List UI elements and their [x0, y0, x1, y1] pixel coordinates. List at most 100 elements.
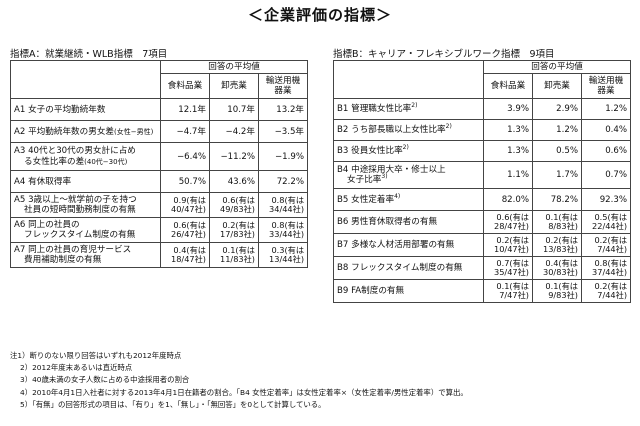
cell-value: 3.9% — [483, 98, 533, 120]
cell-value: 0.9(有は40/47社) — [160, 192, 210, 218]
row-label: B9 FA制度の有無 — [337, 286, 405, 296]
row-label: B5 女性定着率 — [337, 194, 395, 205]
table-row: A6 同上の社員の フレックスタイム制度の有無 0.6(有は26/47社) 0.2… — [10, 217, 309, 243]
row-label-line2: 社員の短時間勤務制度の有無 — [24, 205, 136, 215]
cell-value: 0.4(有は30/83社) — [532, 256, 582, 280]
footnote: 5）「有無」の回答形式の項目は、「有り」を1、「無し」・「無回答」を0として計算… — [20, 399, 326, 409]
table-row: B6 男性育休取得者の有無 0.6(有は28/47社) 0.1(有は8/83社)… — [333, 210, 632, 234]
row-label: A2 平均勤続年数の男女差 — [14, 126, 115, 137]
row-label: A6 同上の社員の — [14, 219, 80, 230]
table-row: B8 フレックスタイム制度の有無 0.7(有は35/47社) 0.4(有は30/… — [333, 256, 632, 280]
table-row: A1 女子の平均勤続年数 12.1年 10.7年 13.2年 — [10, 98, 309, 121]
column-header: 卸売業 — [209, 73, 259, 99]
row-label: A1 女子の平均勤続年数 — [14, 104, 106, 115]
table-row: A7 同上の社員の育児サービス 費用補助制度の有無 0.4(有は18/47社) 0… — [10, 242, 309, 268]
table-row: A3 40代と30代の男女計に占め る女性比率の差(40代−30代) −6.4% … — [10, 142, 309, 171]
footnote-ref: 4) — [394, 192, 401, 200]
cell-value: 72.2% — [257, 170, 309, 193]
cell-value: 0.8(有は37/44社) — [580, 256, 632, 280]
table-b: 回答の平均値 食料品業 卸売業 輸送用機器業 B1 管理職女性比率2) 3.9%… — [333, 60, 632, 303]
cell-value: 0.5(有は22/44社) — [580, 210, 632, 234]
cell-value: 0.1(有は8/83社) — [532, 210, 582, 234]
cell-value: 0.4% — [580, 119, 632, 141]
cell-value: 0.6% — [580, 140, 632, 162]
cell-value: 1.3% — [483, 119, 533, 141]
cell-value: 1.2% — [532, 119, 582, 141]
table-row: B4 中途採用大卒・修士以上 女子比率3) 1.1% 1.7% 0.7% — [333, 161, 632, 189]
row-label-note: (女性−男性) — [114, 127, 154, 136]
row-label: B2 うち部長職以上女性比率 — [337, 125, 446, 135]
row-label: B3 役員女性比率 — [337, 146, 403, 156]
footnotes: 注1）断りのない限り回答はいずれも2012年度時点 2）2012年度末あるいは直… — [10, 350, 468, 411]
cell-value: 43.6% — [209, 170, 259, 193]
footnote: 4）2010年4月1日入社者に対する2013年4月1日在籍者の割合。「B4 女性… — [20, 387, 468, 397]
footnote-ref: 2) — [402, 144, 409, 152]
row-label: B7 多様な人材活用部署の有無 — [337, 240, 455, 250]
row-label: B8 フレックスタイム制度の有無 — [337, 263, 463, 273]
cell-value: 78.2% — [532, 188, 582, 211]
cell-value: −11.2% — [209, 142, 259, 171]
cell-value: 0.2(有は13/83社) — [532, 233, 582, 257]
row-label-line2: 費用補助制度の有無 — [24, 255, 102, 265]
row-label: A5 3歳以上〜就学前の子を持つ — [14, 194, 137, 205]
footnote: 3）40歳未満の女子人数に占める中途採用者の割合 — [20, 375, 190, 385]
table-a-group-header: 回答の平均値 — [159, 60, 309, 74]
row-label-line2: る女性比率の差 — [24, 156, 85, 167]
table-row: B7 多様な人材活用部署の有無 0.2(有は10/47社) 0.2(有は13/8… — [333, 233, 632, 257]
cell-value: 0.8(有は33/44社) — [257, 217, 309, 243]
cell-value: 0.8(有は34/44社) — [257, 192, 309, 218]
table-row: B9 FA制度の有無 0.1(有は7/47社) 0.1(有は9/83社) 0.2… — [333, 279, 632, 303]
cell-value: 0.6(有は28/47社) — [483, 210, 533, 234]
row-label: A7 同上の社員の育児サービス — [14, 244, 132, 255]
column-header: 食料品業 — [483, 73, 533, 99]
table-row: B5 女性定着率4) 82.0% 78.2% 92.3% — [333, 188, 632, 211]
cell-value: 1.1% — [483, 161, 533, 189]
cell-value: 0.1(有は11/83社) — [209, 242, 259, 268]
footnote-ref: 2) — [411, 102, 418, 110]
table-a-caption: 指標A：就業継続・WLB指標 7項目 — [10, 49, 168, 60]
row-label: B1 管理職女性比率 — [337, 104, 412, 114]
cell-value: 0.7% — [580, 161, 632, 189]
table-row: A5 3歳以上〜就学前の子を持つ 社員の短時間勤務制度の有無 0.9(有は40/4… — [10, 192, 309, 218]
page-title: ＜企業評価の指標＞ — [247, 6, 392, 24]
row-label-note: (40代−30代) — [84, 157, 128, 166]
column-header: 卸売業 — [532, 73, 582, 99]
table-row: B3 役員女性比率2) 1.3% 0.5% 0.6% — [333, 140, 632, 162]
cell-value: 0.6(有は49/83社) — [209, 192, 259, 218]
cell-value: 12.1年 — [160, 98, 210, 121]
table-row: B2 うち部長職以上女性比率2) 1.3% 1.2% 0.4% — [333, 119, 632, 141]
row-label: B6 男性育休取得者の有無 — [337, 217, 438, 227]
row-label: A4 有休取得率 — [14, 176, 72, 187]
cell-value: 10.7年 — [209, 98, 259, 121]
table-b-group-header: 回答の平均値 — [482, 60, 632, 74]
cell-value: 0.2(有は7/44社) — [580, 233, 632, 257]
cell-value: −6.4% — [160, 142, 210, 171]
cell-value: 82.0% — [483, 188, 533, 211]
cell-value: 0.2(有は10/47社) — [483, 233, 533, 257]
cell-value: −4.7年 — [160, 120, 210, 143]
cell-value: 0.4(有は18/47社) — [160, 242, 210, 268]
footnote-ref: 2) — [445, 123, 452, 131]
cell-value: 1.2% — [580, 98, 632, 120]
row-label: A3 40代と30代の男女計に占め — [14, 146, 136, 156]
cell-value: 1.7% — [532, 161, 582, 189]
row-label-line2: 女子比率 — [347, 175, 382, 185]
cell-value: −3.5年 — [257, 120, 309, 143]
cell-value: 0.2(有は7/44社) — [580, 279, 632, 303]
cell-value: 13.2年 — [257, 98, 309, 121]
cell-value: 2.9% — [532, 98, 582, 120]
table-row: B1 管理職女性比率2) 3.9% 2.9% 1.2% — [333, 98, 632, 120]
cell-value: 0.5% — [532, 140, 582, 162]
column-header: 食料品業 — [160, 73, 210, 99]
cell-value: 0.2(有は17/83社) — [209, 217, 259, 243]
cell-value: −1.9% — [257, 142, 309, 171]
table-a-corner — [10, 60, 161, 99]
cell-value: 1.3% — [483, 140, 533, 162]
column-header: 輸送用機器業 — [580, 73, 632, 99]
row-label-line2: フレックスタイム制度の有無 — [24, 230, 136, 240]
row-label: B4 中途採用大卒・修士以上 — [337, 164, 446, 175]
cell-value: 0.1(有は7/47社) — [483, 279, 533, 303]
cell-value: 50.7% — [160, 170, 210, 193]
footnote: 2）2012年度末あるいは直近時点 — [20, 363, 133, 373]
cell-value: 0.1(有は9/83社) — [532, 279, 582, 303]
